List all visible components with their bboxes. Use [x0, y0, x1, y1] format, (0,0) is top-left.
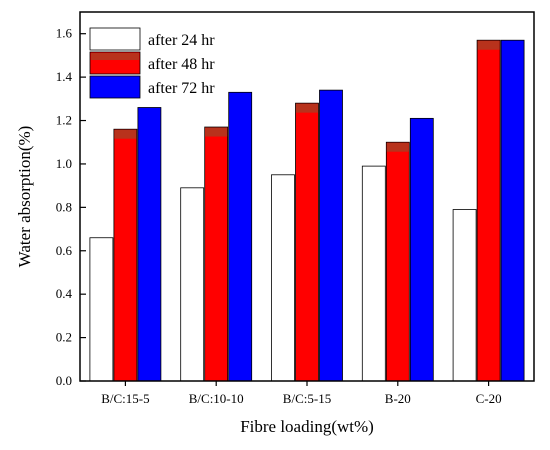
y-tick-label: 0.4: [56, 286, 73, 301]
legend-swatch-cap: [91, 53, 139, 60]
legend-swatch: [89, 27, 141, 51]
x-axis: B/C:15-5 B/C:10-10 B/C:5-15 B-20 C-20: [101, 381, 502, 406]
legend: after 24 hr after 48 hr after 72 hr: [89, 27, 215, 99]
y-tick-label: 0.6: [56, 243, 73, 258]
bar-3-2: [228, 91, 253, 382]
y-axis: 0.0 0.2 0.4 0.6 0.8 1.0 1.2 1.4 1.6: [56, 26, 86, 388]
bar-2-5: [476, 39, 501, 382]
bar-3-1: [137, 107, 162, 382]
bar-1-5: [452, 209, 477, 382]
bar-cap-2-5: [477, 40, 500, 50]
y-tick-label: 1.6: [56, 26, 73, 41]
y-axis-label: Water absorption(%): [15, 126, 34, 268]
bar-3-4: [409, 117, 434, 382]
bar-3-3: [319, 89, 343, 382]
bar-2-1: [113, 128, 138, 382]
bar-2-2: [204, 126, 229, 382]
y-tick-label: 0.8: [56, 199, 72, 214]
legend-entry-label: after 72 hr: [148, 80, 215, 97]
x-tick-label: C-20: [476, 391, 502, 406]
bar-3-5: [500, 39, 525, 382]
bar-cap-2-3: [296, 103, 318, 113]
legend-swatch: [89, 75, 141, 99]
y-tick-label: 1.4: [56, 69, 73, 84]
x-tick-label: B/C:10-10: [189, 391, 244, 406]
y-tick-label: 1.2: [56, 113, 72, 128]
y-tick-label: 0.0: [56, 373, 72, 388]
x-tick-label: B-20: [385, 391, 411, 406]
x-tick-label: B/C:15-5: [101, 391, 149, 406]
bar-1-4: [361, 165, 386, 382]
y-tick-label: 0.2: [56, 330, 72, 345]
bar-cap-2-1: [114, 129, 137, 139]
bars-layer: [89, 39, 525, 382]
x-tick-label: B/C:5-15: [283, 391, 331, 406]
bar-1-1: [89, 237, 114, 382]
bar-2-4: [385, 141, 410, 382]
bar-2-3: [295, 102, 319, 382]
x-axis-label: Fibre loading(wt%): [240, 417, 374, 436]
bar-cap-2-2: [205, 127, 228, 137]
legend-entry-label: after 48 hr: [148, 56, 215, 73]
bar-cap-2-4: [386, 142, 409, 152]
legend-entry-label: after 24 hr: [148, 32, 215, 49]
y-tick-label: 1.0: [56, 156, 72, 171]
bar-1-2: [180, 187, 205, 382]
bar-1-3: [271, 174, 295, 382]
